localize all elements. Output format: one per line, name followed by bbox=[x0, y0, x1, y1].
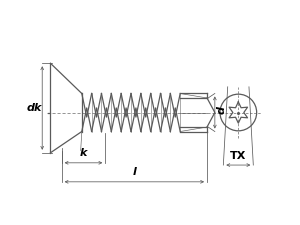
Text: TX: TX bbox=[230, 151, 247, 161]
Text: dk: dk bbox=[26, 103, 41, 113]
Text: d: d bbox=[217, 106, 226, 114]
Text: l: l bbox=[132, 167, 136, 177]
Text: k: k bbox=[80, 148, 87, 158]
